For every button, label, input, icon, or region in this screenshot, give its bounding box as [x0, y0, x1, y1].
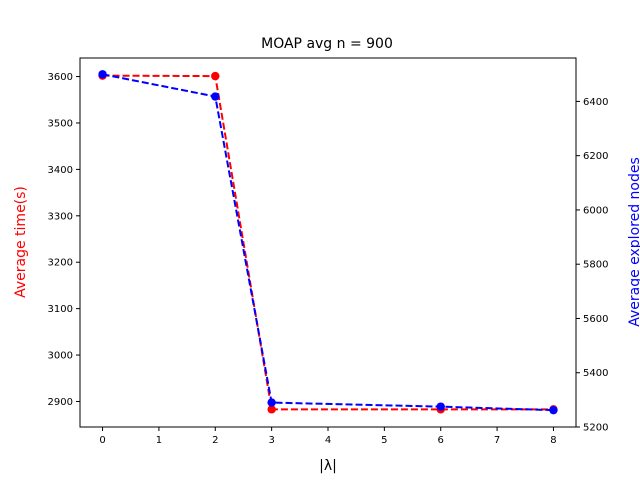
data-point-explored-nodes — [211, 92, 220, 101]
y-right-tick-label: 6200 — [583, 151, 608, 162]
y-left-tick-label: 3300 — [48, 211, 73, 222]
y-left-tick-label: 3400 — [48, 165, 73, 176]
x-tick-label: 7 — [494, 435, 500, 446]
y-right-tick-label: 5800 — [583, 260, 608, 271]
chart-title: MOAP avg n = 900 — [261, 36, 393, 52]
y-axis-label-left: Average time(s) — [13, 186, 29, 298]
x-tick-label: 3 — [268, 435, 274, 446]
y-right-tick-label: 5600 — [583, 314, 608, 325]
plot-frame — [79, 57, 577, 428]
y-right-tick-label: 6000 — [583, 205, 608, 216]
x-tick-label: 5 — [381, 435, 387, 446]
y-left-tick-label: 3100 — [48, 304, 73, 315]
y-right-tick-label: 5400 — [583, 368, 608, 379]
x-tick-label: 1 — [156, 435, 162, 446]
x-tick-label: 0 — [99, 435, 105, 446]
x-tick-label: 6 — [438, 435, 444, 446]
y-right-tick-label: 6400 — [583, 97, 608, 108]
data-point-time — [211, 71, 220, 81]
data-point-explored-nodes — [267, 398, 276, 407]
x-tick-label: 4 — [325, 435, 331, 446]
y-left-tick-label: 2900 — [48, 397, 73, 408]
x-tick-label: 8 — [550, 435, 556, 446]
y-left-tick-label: 3600 — [48, 72, 73, 83]
series-layer — [98, 70, 558, 415]
y-left-tick-label: 3200 — [48, 258, 73, 269]
y-right-tick-label: 5200 — [583, 423, 608, 434]
x-axis-label: |λ| — [319, 458, 337, 474]
data-point-explored-nodes — [549, 405, 558, 415]
data-point-explored-nodes — [436, 402, 445, 411]
y-left-tick-label: 3000 — [48, 351, 73, 362]
y-left-tick-label: 3500 — [48, 118, 73, 129]
y-axis-label-right: Average explored nodes — [627, 157, 640, 327]
axes-ticks: 0 1 2 3 4 5 6 7 8 2900 3000 3100 3200 3300 3400 3500 360… — [48, 72, 609, 446]
x-tick-label: 2 — [212, 435, 218, 446]
data-point-time — [267, 405, 276, 414]
data-point-explored-nodes — [98, 70, 107, 79]
